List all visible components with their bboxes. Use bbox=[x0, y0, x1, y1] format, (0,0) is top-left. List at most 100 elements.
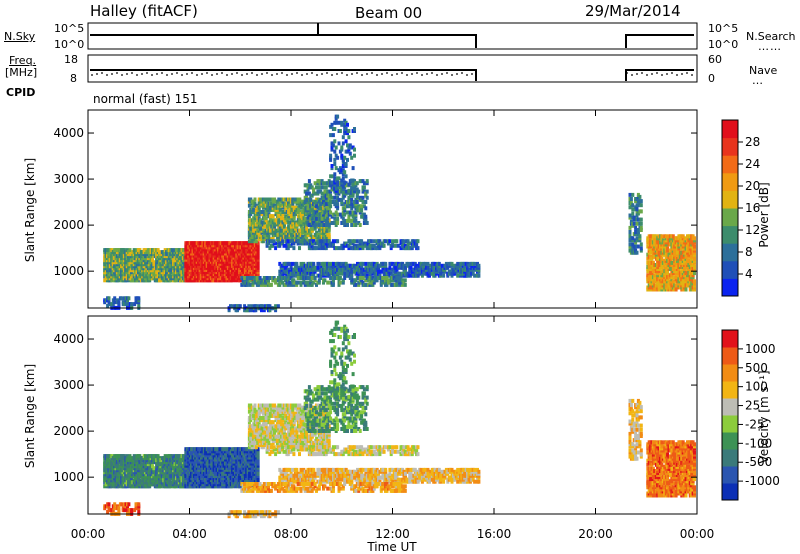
echo-cell bbox=[137, 296, 141, 301]
nave-dot bbox=[461, 72, 463, 74]
echo-cell bbox=[340, 200, 344, 204]
echo-cell bbox=[252, 220, 256, 225]
echo-cell bbox=[402, 241, 406, 246]
nave-dot bbox=[226, 74, 228, 76]
echo-cell bbox=[245, 276, 249, 280]
echo-cell bbox=[693, 279, 696, 284]
echo-cell bbox=[295, 235, 299, 239]
echo-cell bbox=[249, 197, 253, 202]
echo-cell bbox=[287, 224, 291, 229]
echo-cell bbox=[631, 236, 635, 241]
echo-cell bbox=[346, 223, 349, 227]
nave-dot bbox=[341, 72, 343, 74]
echo-cell bbox=[292, 241, 296, 246]
echo-cell bbox=[393, 243, 397, 248]
echo-cell bbox=[322, 241, 325, 246]
echo-cell bbox=[260, 230, 264, 235]
echo-cell bbox=[329, 189, 333, 194]
echo-cell bbox=[303, 282, 307, 287]
nave-dot bbox=[116, 72, 118, 74]
echo-cell bbox=[388, 280, 392, 285]
echo-cell bbox=[437, 261, 441, 266]
echo-cell bbox=[103, 478, 107, 483]
echo-cell bbox=[120, 296, 124, 301]
echo-cell bbox=[406, 261, 410, 266]
echo-cell bbox=[329, 153, 333, 158]
echo-cell bbox=[402, 239, 406, 244]
echo-cell bbox=[312, 237, 316, 242]
echo-cell bbox=[324, 202, 328, 207]
echo-cell bbox=[372, 243, 376, 248]
echo-cell bbox=[331, 243, 335, 248]
echo-cell bbox=[285, 237, 289, 242]
echo-cell bbox=[353, 239, 356, 244]
echo-cell bbox=[286, 241, 290, 246]
echo-cell bbox=[330, 182, 334, 187]
echo-cell bbox=[291, 218, 295, 223]
echo-cell bbox=[282, 218, 286, 223]
echo-cell bbox=[259, 235, 263, 239]
echo-cell bbox=[260, 282, 263, 287]
echo-cell bbox=[628, 205, 632, 210]
nave-dot bbox=[381, 73, 383, 75]
echo-cell bbox=[278, 241, 282, 246]
echo-cell bbox=[250, 237, 254, 242]
echo-cell bbox=[234, 278, 237, 283]
echo-cell bbox=[332, 261, 335, 266]
echo-cell bbox=[398, 278, 402, 283]
echo-cell bbox=[256, 222, 260, 227]
echo-cell bbox=[230, 304, 234, 309]
echo-cell bbox=[309, 208, 313, 213]
echo-cell bbox=[295, 224, 299, 229]
echo-cell bbox=[255, 278, 259, 283]
echo-cell bbox=[260, 212, 264, 217]
echo-cell bbox=[628, 230, 632, 234]
echo-cell bbox=[264, 210, 268, 214]
echo-cell bbox=[331, 241, 335, 246]
echo-cell bbox=[294, 212, 298, 217]
echo-cell bbox=[347, 195, 351, 200]
nave-dot bbox=[466, 74, 468, 76]
echo-cell bbox=[256, 235, 260, 239]
echo-cell bbox=[281, 210, 285, 214]
echo-cell bbox=[351, 241, 355, 246]
echo-cell bbox=[660, 234, 664, 239]
echo-cell bbox=[628, 244, 632, 249]
echo-cell bbox=[354, 218, 358, 223]
echo-cell bbox=[358, 241, 362, 246]
echo-cell bbox=[693, 285, 696, 290]
echo-cell bbox=[303, 239, 307, 244]
echo-cell bbox=[267, 280, 270, 285]
echo-cell bbox=[128, 248, 132, 253]
echo-cell bbox=[273, 199, 277, 204]
echo-cell bbox=[271, 243, 275, 248]
echo-cell bbox=[371, 282, 375, 287]
echo-cell bbox=[254, 304, 258, 309]
echo-cell bbox=[338, 276, 342, 280]
echo-cell bbox=[268, 222, 272, 227]
echo-cell bbox=[241, 268, 244, 272]
echo-cell bbox=[317, 185, 321, 190]
echo-cell bbox=[647, 246, 651, 251]
echo-cell bbox=[257, 205, 261, 210]
echo-cell bbox=[338, 129, 342, 133]
echo-cell bbox=[338, 166, 342, 171]
echo-cell bbox=[690, 238, 694, 243]
echo-cell bbox=[254, 280, 258, 285]
nave-dot bbox=[131, 72, 133, 74]
echo-cell bbox=[354, 223, 358, 227]
echo-cell bbox=[667, 252, 671, 257]
echo-cell bbox=[327, 239, 331, 244]
echo-cell bbox=[256, 253, 260, 258]
echo-cell bbox=[354, 212, 358, 217]
echo-cell bbox=[184, 268, 188, 272]
echo-cell bbox=[299, 280, 303, 285]
echo-cell bbox=[340, 202, 344, 207]
echo-cell bbox=[256, 230, 260, 235]
echo-cell bbox=[278, 282, 282, 287]
echo-cell bbox=[309, 183, 313, 188]
echo-cell bbox=[310, 193, 314, 198]
echo-cell bbox=[343, 155, 347, 160]
echo-cell bbox=[286, 239, 290, 244]
echo-cell bbox=[362, 185, 366, 190]
